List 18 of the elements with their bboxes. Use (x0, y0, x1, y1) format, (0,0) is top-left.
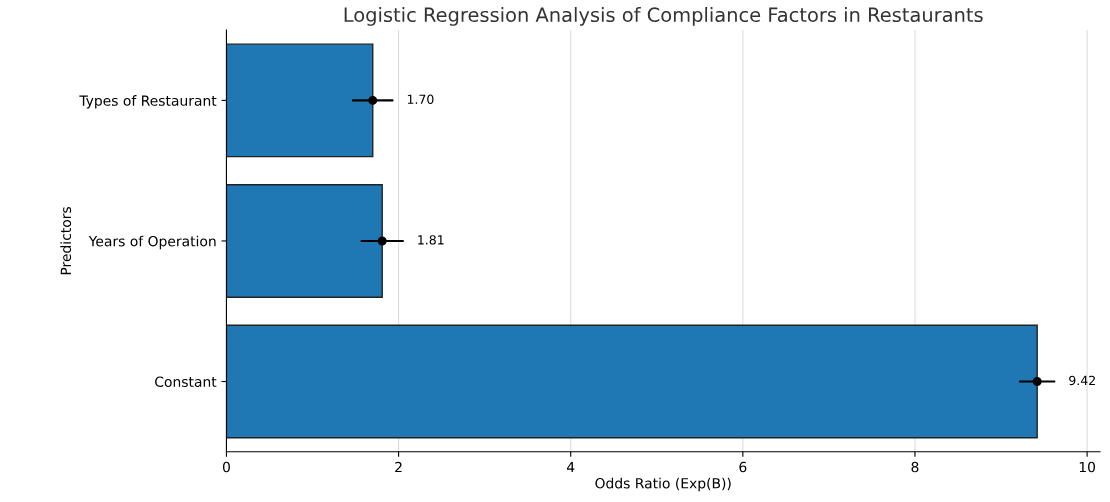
x-tick-label: 6 (739, 461, 747, 473)
bar (226, 324, 1038, 439)
y-tick-label: Years of Operation (88, 235, 216, 250)
bar (226, 184, 383, 298)
x-tick-label: 8 (911, 461, 919, 473)
x-tick-label: 4 (566, 461, 575, 473)
bar (226, 43, 374, 158)
chart-title: Logistic Regression Analysis of Compliance Factors in Restaurants (344, 7, 983, 26)
data-label: 1.81 (418, 235, 444, 245)
y-axis-title: Predictors (60, 207, 72, 275)
data-label: 9.42 (1069, 375, 1095, 386)
y-tick-label: Types of Restaurant (79, 95, 217, 109)
x-axis-title: Odds Ratio (Exp(B)) (595, 477, 731, 492)
y-tick-label: Constant (155, 376, 217, 387)
x-tick-label: 10 (1079, 461, 1096, 473)
x-tick-label: 0 (222, 461, 230, 473)
x-tick-label: 2 (395, 461, 402, 473)
data-label: 1.70 (407, 94, 434, 105)
